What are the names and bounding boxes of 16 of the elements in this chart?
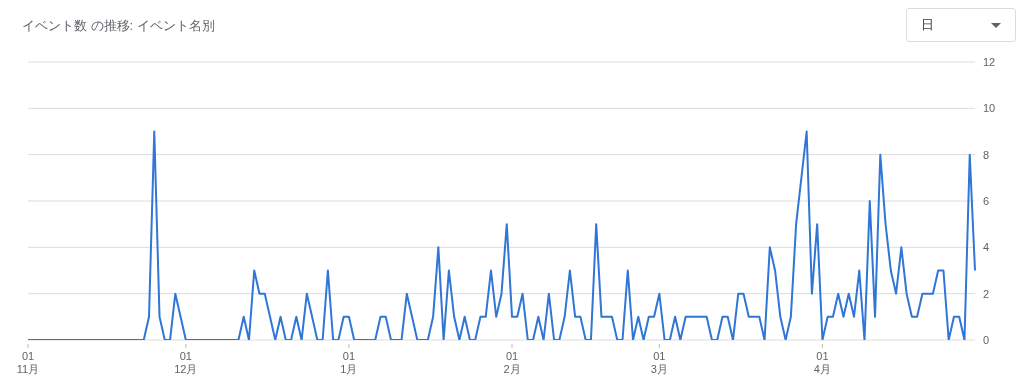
x-tick-label: 01 3月 [650,350,668,375]
y-tick-label: 12 [983,55,996,68]
chart-title: イベント数 の推移: イベント名別 [22,17,215,35]
x-tick-label: 01 11月 [16,350,40,375]
x-tick-label: 01 1月 [340,350,358,375]
x-tick-label: 01 2月 [503,350,521,375]
y-tick-label: 10 [983,102,996,115]
line-series [27,130,976,340]
y-tick-label: 2 [983,287,990,300]
x-tick-label: 01 4月 [813,350,831,375]
x-tick-label: 01 12月 [174,350,198,375]
y-tick-label: 6 [983,194,990,207]
y-tick-label: 8 [983,148,990,161]
y-tick-label: 0 [983,333,990,346]
y-tick-label: 4 [983,241,990,254]
text: 日 [921,16,935,34]
